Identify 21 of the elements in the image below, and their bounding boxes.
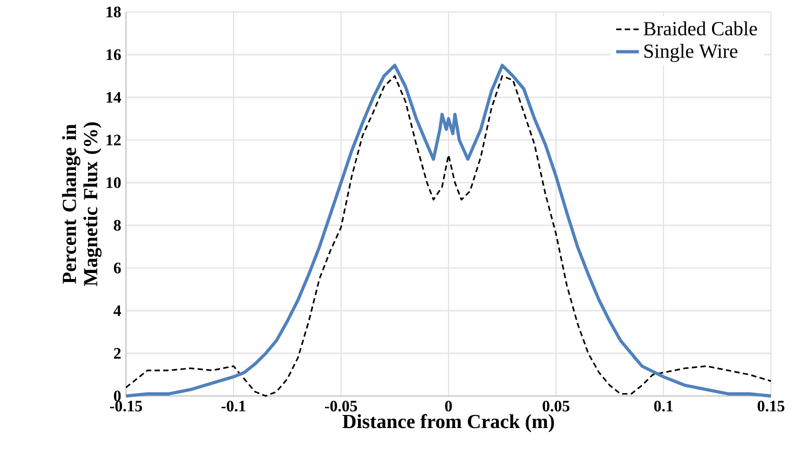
y-tick-label: 6 (114, 262, 121, 274)
y-tick-label: 4 (114, 305, 122, 316)
x-tick-label: 0.05 (542, 400, 570, 412)
y-tick-label: 16 (106, 49, 121, 60)
y-tick-label: 18 (106, 6, 121, 18)
x-tick-label: -0.1 (221, 400, 246, 412)
y-tick-label: 0 (114, 390, 121, 402)
legend-label: Braided Cable (644, 21, 757, 36)
x-tick-label: -0.05 (324, 400, 358, 412)
y-tick-label: 12 (106, 134, 121, 146)
y-axis-title: Percent Change in Magnetic Flux (%) (62, 122, 102, 286)
y-tick-label: 2 (114, 348, 121, 359)
x-tick-label: 0.15 (758, 400, 784, 412)
legend-label: Single Wire (644, 44, 738, 62)
x-tick-label: -0.15 (110, 400, 142, 412)
y-tick-label: 10 (106, 177, 121, 188)
x-tick-label: 0 (445, 400, 452, 412)
y-tick-label: 8 (114, 220, 121, 231)
x-tick-label: 0.1 (654, 400, 673, 412)
y-tick-label: 14 (106, 92, 122, 103)
x-axis-title: Distance from Crack (m) (342, 414, 554, 432)
